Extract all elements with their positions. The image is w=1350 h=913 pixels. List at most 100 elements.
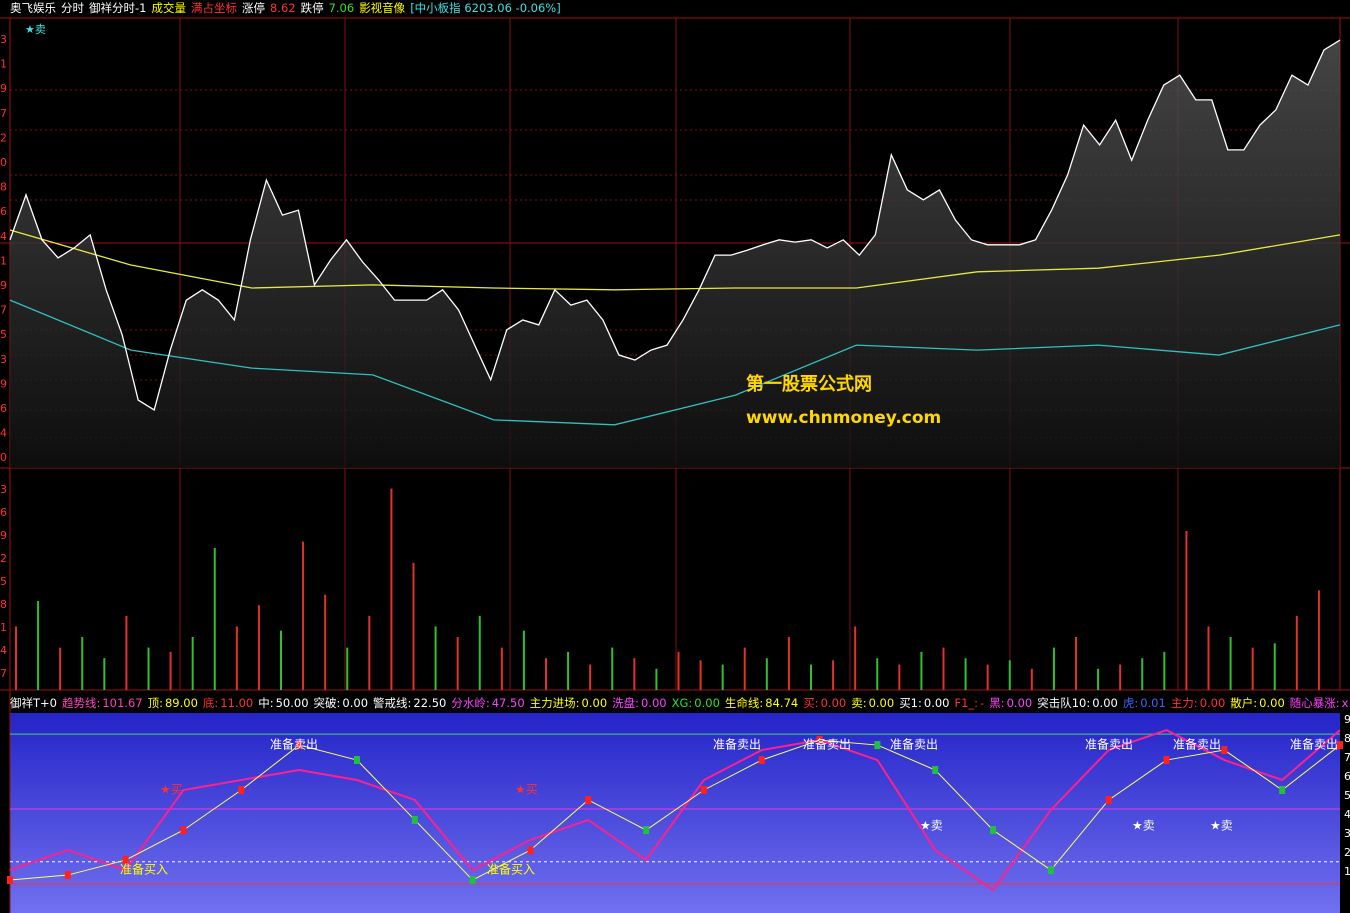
volume-bar	[787, 637, 790, 690]
volume-bar	[169, 651, 172, 690]
volume-bar	[942, 647, 945, 690]
price-axis-label: 5	[0, 328, 7, 341]
volume-bar	[655, 668, 658, 690]
header-item: 8.62	[269, 1, 296, 15]
volume-bar	[257, 605, 260, 690]
watermark-url: www.chnmoney.com	[746, 408, 941, 428]
item-name: 随心暴涨:	[1289, 696, 1340, 710]
indicator-axis-label: 5	[1344, 789, 1350, 802]
volume-bar	[434, 626, 437, 690]
volume-bar	[1251, 647, 1254, 690]
header-item: 涨停	[241, 1, 265, 15]
volume-bar	[390, 488, 393, 690]
indicator-item: XG: 0.00	[672, 696, 720, 710]
price-axis-label: 1	[0, 254, 7, 267]
trend-block	[238, 785, 245, 794]
item-value: 0.00	[1199, 696, 1226, 710]
trend-block	[758, 756, 765, 765]
annotation: ★卖	[1210, 819, 1233, 833]
price-axis-label: 9	[0, 82, 7, 95]
trend-block	[932, 766, 939, 775]
volume-axis-label: 1	[0, 621, 7, 634]
item-name: 分水岭:	[451, 696, 490, 710]
indicator-axis-label: 2	[1344, 846, 1350, 859]
annotation: 准备买入	[120, 863, 168, 877]
volume-bar	[832, 660, 835, 690]
header-item: 7.06	[328, 1, 355, 15]
annotation: 准备卖出	[803, 738, 851, 752]
indicator-item: F1_: -	[955, 696, 985, 710]
volume-bar	[810, 664, 812, 690]
price-area	[10, 40, 1340, 469]
indicator-axis-label: 3	[1344, 827, 1350, 840]
item-value: 0.01	[1140, 696, 1166, 710]
trend-block	[122, 856, 129, 865]
item-name: 虎:	[1122, 696, 1139, 710]
indicator-item: 散户: 0.00	[1230, 695, 1284, 711]
indicator-item: 随心暴涨: x	[1290, 695, 1349, 711]
trend-block	[64, 871, 71, 880]
item-value: 0.00	[923, 696, 950, 710]
price-axis-label: 4	[0, 230, 7, 243]
item-value: x	[1341, 696, 1349, 710]
volume-bar	[191, 637, 194, 690]
volume-bar	[15, 626, 17, 690]
volume-bar	[611, 647, 614, 690]
item-value: 0.00	[1092, 696, 1118, 710]
volume-bar	[743, 647, 746, 690]
item-value: 11.00	[220, 696, 254, 710]
item-name: 生命线:	[724, 696, 764, 710]
item-value: 0.00	[342, 696, 369, 710]
trend-block	[816, 736, 823, 745]
price-axis-label: 1	[0, 58, 7, 71]
volume-bar	[854, 626, 857, 690]
header-bar: 奥飞娱乐 分时 御祥分时-1 成交量 满占坐标 涨停 8.62 跌停 7.06 影视音像 [中小板指…	[10, 0, 561, 16]
header-item: 成交量	[151, 1, 186, 15]
indicator-axis-label: 4	[1344, 808, 1350, 821]
annotation: ★卖	[1132, 819, 1155, 833]
indicator-item: 趋势线: 101.67	[62, 695, 143, 711]
price-axis-label: 6	[0, 205, 7, 218]
avg-line	[9, 229, 1341, 291]
volume-bar	[765, 658, 768, 690]
low_line-line	[9, 299, 1341, 426]
item-value: 101.67	[102, 696, 143, 710]
volume-bar	[500, 647, 503, 690]
volume-bar	[1008, 660, 1011, 690]
volume-bar	[1097, 668, 1100, 690]
volume-axis-label: 5	[0, 575, 7, 588]
trend-block	[353, 756, 360, 765]
item-value: 0.00	[694, 696, 720, 710]
item-name: 买1:	[899, 696, 922, 710]
item-name: 突击队10:	[1037, 696, 1091, 710]
volume-axis-label: 6	[0, 506, 7, 519]
annotation: 准备卖出	[270, 738, 318, 752]
item-value: 89.00	[164, 696, 198, 710]
trend-block	[180, 826, 187, 835]
volume-axis-label: 7	[0, 667, 7, 680]
volume-bar	[1030, 668, 1033, 690]
volume-bar	[103, 658, 106, 690]
price-axis-label: 3	[0, 353, 7, 366]
volume-bar	[589, 664, 592, 690]
volume-bar	[213, 547, 216, 690]
price-axis-label: 0	[0, 451, 7, 464]
price-axis-label: 0	[0, 156, 7, 169]
volume-bar	[567, 651, 570, 690]
item-name: 黑:	[989, 696, 1005, 710]
price-axis-label: 9	[0, 377, 7, 390]
volume-bar	[964, 658, 967, 690]
volume-bar	[1052, 647, 1055, 690]
volume-bar	[280, 630, 282, 690]
volume-bar	[1141, 658, 1144, 690]
trend-block	[990, 826, 997, 835]
volume-bar	[677, 651, 680, 690]
volume-bar	[235, 626, 238, 690]
item-value: 0.00	[1006, 696, 1033, 710]
item-value: -	[980, 696, 985, 710]
volume-bar	[81, 637, 84, 690]
indicator-axis-label: 8	[1344, 732, 1350, 745]
item-value: 47.50	[491, 696, 525, 710]
